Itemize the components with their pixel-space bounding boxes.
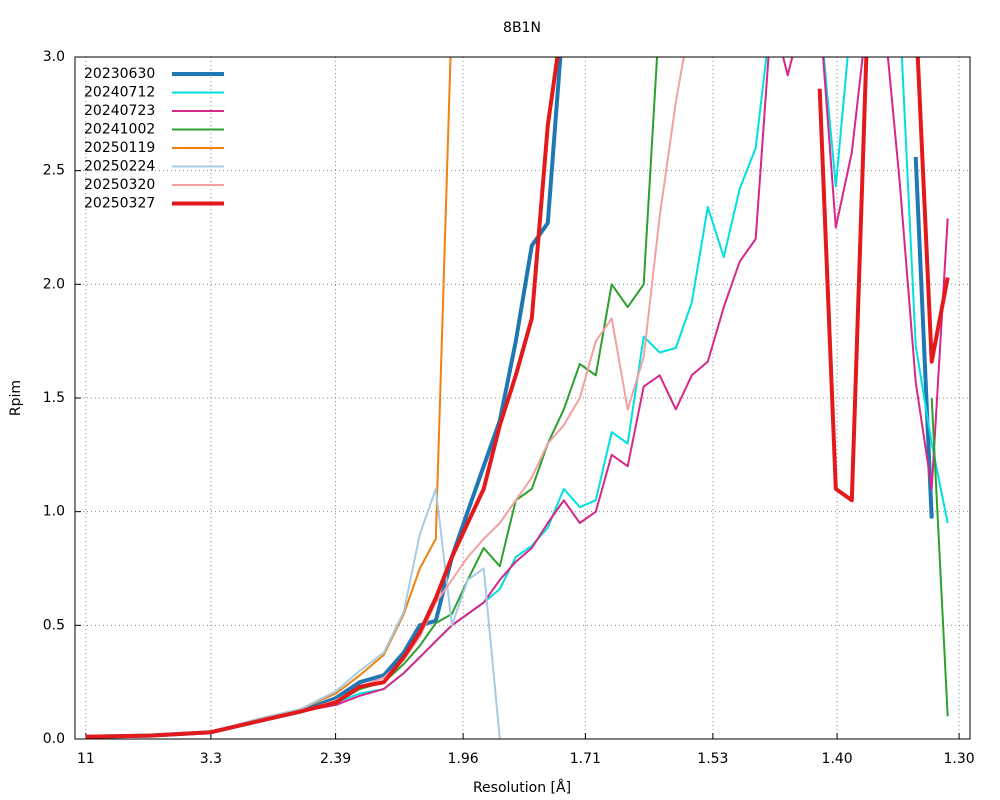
x-tick-label: 3.3: [200, 751, 222, 767]
grid: 0.0 0.5 1.0 1.5 2.0 2.5 3.0 11 3.3 2.39 1.96 1.71 1.…: [43, 49, 975, 767]
chart-title: 8B1N: [503, 20, 541, 36]
x-tick-label: 2.39: [320, 751, 351, 767]
series-line: [85, 57, 452, 738]
legend-label: 20241002: [84, 122, 155, 138]
x-tick-label: 1.71: [570, 751, 601, 767]
y-tick-label: 3.0: [43, 49, 65, 65]
legend-label: 20240723: [84, 103, 155, 119]
series-line: [85, 57, 949, 738]
x-axis-label: Resolution [Å]: [473, 779, 571, 796]
y-tick-label: 1.0: [43, 504, 65, 520]
series-line: [85, 57, 685, 738]
legend: 20230630 20240712 20240723 20241002 20250119…: [84, 66, 224, 212]
legend-label: 20250327: [84, 196, 155, 212]
series-line: [85, 57, 934, 739]
x-tick-label: 11: [77, 751, 95, 767]
x-tick-label: 1.30: [943, 751, 974, 767]
legend-label: 20240712: [84, 85, 155, 101]
plot-area: [85, 57, 950, 739]
y-tick-label: 2.0: [43, 276, 65, 292]
series-line: [85, 57, 950, 739]
legend-label: 20230630: [84, 66, 155, 82]
y-tick-label: 2.5: [43, 163, 65, 179]
y-tick-label: 1.5: [43, 390, 65, 406]
plot-frame: [74, 56, 971, 740]
x-tick-label: 1.96: [447, 751, 478, 767]
legend-label: 20250224: [84, 159, 155, 175]
legend-label: 20250320: [84, 177, 155, 193]
y-tick-label: 0.5: [43, 617, 65, 633]
y-tick-label: 0.0: [43, 731, 65, 747]
x-tick-label: 1.53: [697, 751, 728, 767]
x-tick-label: 1.40: [822, 751, 853, 767]
y-axis-label: Rpim: [8, 380, 24, 416]
legend-label: 20250119: [84, 140, 155, 156]
